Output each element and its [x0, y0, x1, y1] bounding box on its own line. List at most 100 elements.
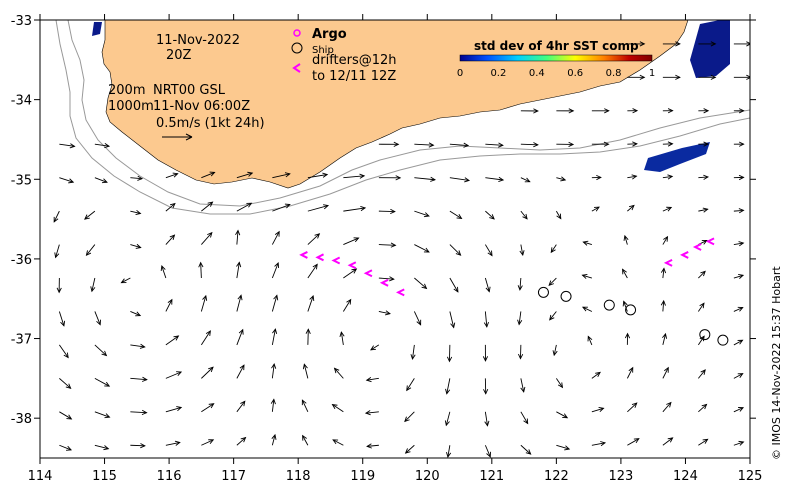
- current-vector-head: [581, 273, 588, 279]
- current-vector-head: [207, 231, 213, 238]
- y-tick-label: -36: [11, 253, 32, 268]
- current-vector: [484, 244, 493, 256]
- current-vector: [449, 177, 470, 181]
- x-tick-label: 121: [479, 469, 504, 484]
- current-vector: [485, 177, 504, 181]
- current-vector-head: [737, 306, 744, 312]
- current-vector: [698, 438, 708, 446]
- x-tick-label: 122: [544, 469, 569, 484]
- current-vector-head: [141, 409, 148, 416]
- current-vector: [94, 177, 108, 183]
- current-vector-head: [520, 386, 526, 393]
- current-vector: [130, 210, 141, 214]
- current-vector-head: [450, 322, 456, 329]
- current-vector-head: [489, 214, 495, 220]
- current-vector: [662, 437, 673, 446]
- current-vector: [236, 262, 240, 279]
- current-vector-head: [556, 213, 562, 220]
- y-tick-label: -33: [11, 14, 32, 29]
- current-vector: [414, 177, 436, 181]
- current-vector-head: [388, 276, 395, 282]
- ship-marker: [603, 299, 615, 311]
- current-vector: [334, 368, 344, 379]
- current-vector-head: [456, 213, 463, 220]
- current-vector: [627, 438, 640, 446]
- current-vector-head: [173, 335, 180, 341]
- current-vector: [58, 344, 69, 358]
- current-vector-head: [208, 403, 215, 409]
- current-vector-head: [463, 142, 470, 148]
- current-vector: [301, 399, 309, 413]
- current-vector-head: [406, 385, 412, 392]
- current-vector-head: [700, 270, 706, 277]
- ship-marker: [560, 290, 572, 302]
- current-vector-head: [483, 389, 489, 395]
- current-vector: [519, 277, 522, 290]
- current-vector-head: [738, 108, 745, 114]
- current-vector-head: [738, 174, 745, 181]
- current-vector-head: [135, 243, 142, 249]
- current-vector-head: [562, 413, 569, 419]
- current-vector-head: [169, 202, 176, 209]
- drifter-tracks: [299, 237, 715, 297]
- current-vector: [556, 411, 568, 419]
- current-vector: [485, 210, 495, 220]
- current-vector-head: [169, 234, 176, 241]
- current-vector-head: [524, 177, 531, 183]
- current-vector-head: [533, 142, 539, 148]
- current-vector-head: [135, 311, 142, 317]
- current-vector-head: [446, 356, 453, 363]
- current-vector: [520, 244, 524, 256]
- current-vector: [130, 444, 145, 447]
- scale-label: 0.5m/s (1kt 24h): [156, 116, 265, 131]
- current-vector-head: [359, 173, 366, 179]
- current-vector: [201, 439, 214, 446]
- current-vector-head: [598, 407, 605, 412]
- current-vector-head: [339, 331, 345, 338]
- current-vector-head: [60, 320, 66, 327]
- current-vector: [165, 442, 180, 446]
- current-vector-head: [445, 388, 451, 395]
- current-vector-head: [101, 350, 108, 357]
- current-vector-head: [632, 108, 639, 114]
- current-vector-head: [737, 373, 744, 378]
- current-vector-head: [548, 280, 555, 287]
- current-vector: [165, 203, 176, 212]
- colorbar-tick-label: 0: [457, 68, 463, 79]
- current-vector: [550, 244, 557, 253]
- current-vector-head: [301, 399, 307, 406]
- current-vector: [91, 277, 96, 292]
- current-vector-head: [518, 353, 524, 360]
- drifter-marker: [315, 253, 324, 262]
- current-vector: [370, 344, 380, 351]
- current-vector: [548, 277, 557, 286]
- current-vector: [307, 264, 318, 279]
- isobath-1000m: [55, 20, 750, 215]
- current-vector: [622, 269, 628, 279]
- current-vector-head: [552, 350, 558, 357]
- drifter-marker: [363, 269, 373, 278]
- current-vector: [733, 209, 744, 212]
- current-vector-head: [351, 268, 358, 274]
- current-vector-head: [738, 241, 745, 247]
- current-vector-head: [517, 285, 523, 291]
- current-vector: [271, 399, 275, 412]
- current-vector: [272, 173, 290, 179]
- current-vector-head: [390, 242, 397, 248]
- current-vector-head: [238, 328, 244, 335]
- current-vector: [662, 402, 672, 413]
- current-vector: [591, 372, 601, 379]
- current-vector: [84, 210, 96, 220]
- current-vector: [449, 143, 469, 146]
- current-vector-head: [444, 420, 450, 427]
- current-vector-head: [104, 413, 111, 419]
- current-vector-head: [66, 414, 73, 420]
- current-vector: [343, 207, 366, 212]
- current-vector: [591, 206, 600, 212]
- current-vector: [445, 411, 451, 426]
- drifter-marker: [331, 256, 341, 265]
- current-vector-head: [483, 321, 489, 328]
- current-vector-head: [667, 141, 674, 147]
- drifter-marker: [299, 251, 308, 259]
- current-vector-head: [604, 108, 610, 114]
